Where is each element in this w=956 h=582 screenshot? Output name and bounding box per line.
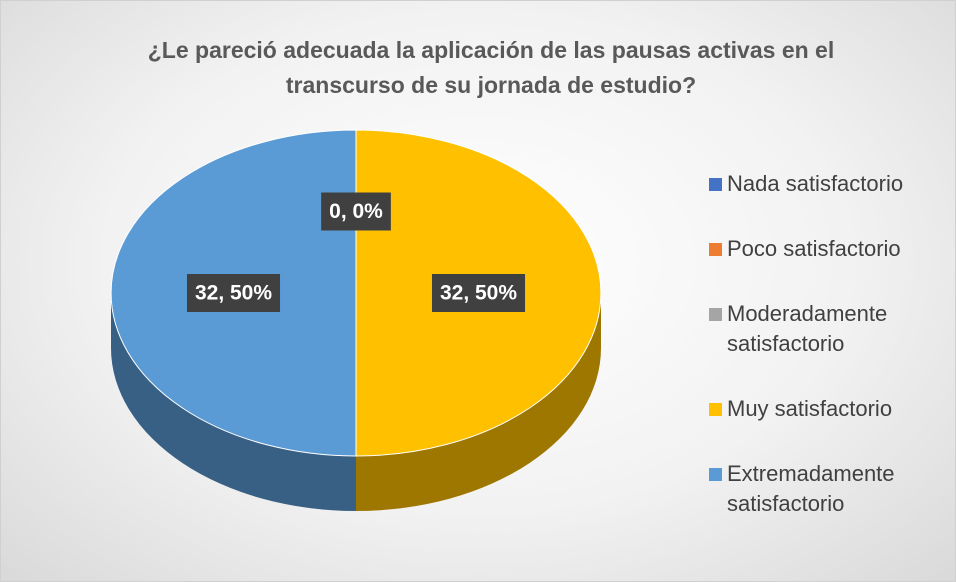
data-label-text: 32, 50% [440, 282, 517, 305]
legend-entry: Poco satisfactorio [709, 234, 944, 264]
data-label-text: 32, 50% [195, 282, 272, 305]
data-label: 32, 50% [431, 274, 526, 312]
legend-label: Moderadamente satisfactorio [727, 300, 888, 356]
legend-entry: Moderadamente satisfactorio [709, 299, 944, 359]
legend-swatch [709, 307, 722, 321]
data-label: 0, 0% [321, 192, 391, 231]
data-label-box [186, 274, 281, 312]
data-label: 32, 50% [186, 274, 281, 312]
legend-label: Nada satisfactorio [727, 170, 904, 196]
slice-side [111, 293, 356, 511]
legend-label: Extremadamente satisfactorio [727, 460, 895, 516]
legend-label: Muy satisfactorio [727, 395, 893, 421]
legend-swatch [709, 402, 722, 416]
legend-label: Poco satisfactorio [727, 235, 901, 261]
data-label-box [431, 274, 526, 312]
legend-swatch [709, 467, 722, 481]
slice-side [356, 293, 601, 511]
legend-swatch [709, 177, 722, 191]
legend: Nada satisfactorio Poco satisfactorio Mode… [709, 151, 944, 536]
data-label-box [321, 192, 391, 231]
legend-entry: Nada satisfactorio [709, 169, 944, 199]
legend-entry: Muy satisfactorio [709, 394, 944, 424]
legend-swatch [709, 242, 722, 256]
legend-entry: Extremadamente satisfactorio [709, 459, 944, 519]
data-label-text: 0, 0% [329, 200, 383, 223]
chart-title: ¿Le pareció adecuada la aplicación de la… [147, 37, 835, 98]
